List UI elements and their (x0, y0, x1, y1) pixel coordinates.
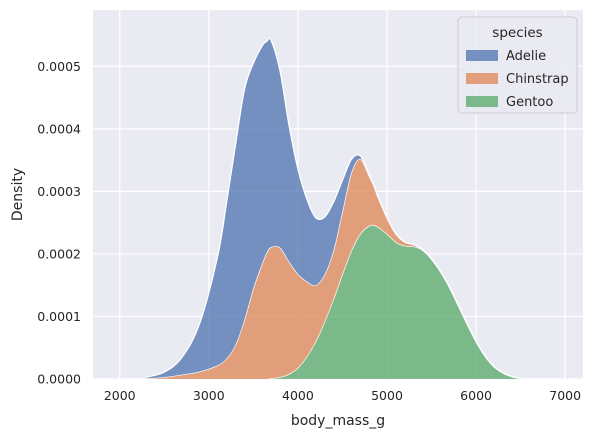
y-axis-ticks: 0.0000 0.0001 0.0002 0.0003 0.0004 0.0005 (37, 59, 81, 387)
area-gentoo (146, 224, 521, 380)
density-areas (146, 37, 521, 380)
x-tick-label: 2000 (104, 388, 136, 403)
legend-swatch-chinstrap (466, 73, 498, 84)
area-chinstrap (146, 158, 521, 380)
area-adelie (146, 38, 521, 379)
x-tick-label: 3000 (193, 388, 225, 403)
legend-swatch-adelie (466, 50, 498, 61)
legend-title: species (492, 25, 542, 41)
legend-swatch-gentoo (466, 96, 498, 107)
y-tick-label: 0.0004 (37, 121, 81, 136)
y-axis-label: Density (10, 168, 26, 221)
legend: species Adelie Chinstrap Gentoo (457, 16, 578, 114)
y-tick-label: 0.0003 (37, 184, 81, 199)
y-tick-label: 0.0001 (37, 309, 81, 324)
x-tick-label: 6000 (460, 388, 492, 403)
x-axis-ticks: 2000 3000 4000 5000 6000 7000 (104, 388, 581, 403)
legend-box (457, 16, 578, 114)
y-tick-label: 0.0005 (37, 59, 81, 74)
y-tick-label: 0.0000 (37, 372, 81, 387)
x-tick-label: 7000 (549, 388, 581, 403)
x-axis-label: body_mass_g (291, 413, 385, 429)
legend-label-chinstrap: Chinstrap (506, 72, 569, 87)
legend-items: Adelie Chinstrap Gentoo (466, 49, 569, 110)
legend-label-gentoo: Gentoo (506, 95, 553, 110)
x-tick-label: 5000 (371, 388, 403, 403)
y-tick-label: 0.0002 (37, 246, 81, 261)
legend-label-adelie: Adelie (506, 49, 546, 64)
x-tick-label: 4000 (282, 388, 314, 403)
edge-adelie (146, 37, 521, 380)
